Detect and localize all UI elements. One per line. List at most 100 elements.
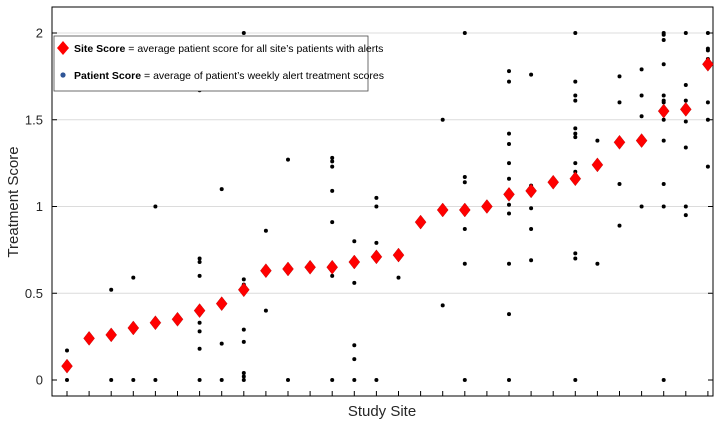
- patient-score-point: [617, 74, 622, 79]
- patient-score-point: [131, 275, 136, 280]
- patient-score-point: [197, 273, 202, 278]
- patient-score-point: [65, 348, 69, 353]
- site-score-point: [702, 56, 714, 72]
- patient-score-point: [529, 72, 534, 77]
- patient-score-point: [529, 227, 534, 232]
- patient-score-point: [396, 275, 401, 280]
- legend-patient-name: Patient Score: [74, 70, 141, 82]
- y-tick-label: 1: [36, 199, 43, 214]
- site-score-point: [61, 358, 73, 374]
- patient-score-point: [573, 31, 578, 35]
- patient-score-point: [661, 181, 666, 186]
- patient-score-point: [352, 343, 357, 348]
- site-score-point: [105, 327, 117, 343]
- patient-score-point: [683, 213, 688, 218]
- patient-score-point: [507, 131, 511, 136]
- patient-score-point: [573, 256, 578, 261]
- patient-score-point: [507, 202, 511, 207]
- site-score-point: [613, 134, 626, 150]
- patient-score-point: [330, 273, 335, 278]
- patient-score-point: [683, 98, 688, 103]
- site-score-point: [481, 199, 493, 214]
- patient-score-point: [131, 378, 136, 382]
- legend-patient-marker: [60, 72, 66, 78]
- patient-score-point: [330, 159, 335, 164]
- patient-score-point: [241, 327, 246, 332]
- patient-score-point: [330, 378, 335, 382]
- patient-score-point: [241, 339, 246, 344]
- site-score-point: [149, 315, 162, 331]
- patient-score-point: [661, 138, 666, 143]
- patient-score-point: [639, 204, 644, 209]
- patient-score-point: [661, 117, 666, 122]
- legend-site-name: Site Score: [74, 43, 126, 55]
- site-score-points: [61, 56, 714, 374]
- patient-score-point: [705, 46, 710, 51]
- patient-score-point: [241, 277, 246, 282]
- x-axis-ticks: [66, 391, 709, 396]
- legend-site-text: Site Score = average patient score for a…: [74, 43, 383, 55]
- patient-score-point: [573, 131, 578, 136]
- y-tick-label: 2: [36, 26, 43, 41]
- patient-score-point: [109, 378, 114, 382]
- y-tick-label: 0: [36, 373, 43, 388]
- patient-score-point: [374, 378, 379, 382]
- site-score-point: [392, 247, 405, 263]
- patient-score-point: [352, 239, 357, 244]
- patient-score-point: [573, 79, 578, 84]
- y-tick-label: 1.5: [25, 112, 43, 127]
- patient-score-point: [507, 176, 511, 181]
- patient-score-point: [241, 31, 246, 35]
- patient-score-point: [197, 329, 202, 334]
- patient-score-point: [241, 374, 246, 379]
- patient-score-point: [374, 204, 379, 209]
- patient-score-point: [197, 256, 202, 261]
- patient-score-point: [65, 378, 69, 382]
- patient-score-point: [683, 204, 688, 209]
- patient-score-point: [507, 312, 511, 317]
- gridlines: [52, 32, 713, 294]
- legend-site-desc: = average patient score for all site’s p…: [125, 43, 383, 55]
- patient-score-point: [241, 371, 246, 376]
- patient-score-point: [639, 114, 644, 119]
- site-score-point: [304, 259, 316, 275]
- site-score-point: [127, 320, 140, 336]
- patient-score-point: [109, 287, 114, 292]
- patient-score-point: [440, 117, 445, 122]
- patient-score-point: [683, 119, 688, 124]
- patient-score-point: [219, 378, 224, 382]
- patient-score-point: [197, 260, 202, 265]
- site-score-point: [370, 249, 383, 265]
- patient-score-point: [197, 378, 202, 382]
- patient-score-point: [595, 138, 600, 143]
- patient-score-point: [705, 100, 710, 105]
- patient-score-point: [153, 204, 158, 209]
- patient-score-point: [241, 378, 246, 382]
- legend-site-marker: [57, 41, 69, 55]
- patient-score-point: [529, 206, 534, 211]
- patient-score-point: [617, 223, 622, 228]
- patient-score-point: [705, 164, 710, 169]
- site-score-point: [348, 254, 361, 270]
- patient-score-point: [462, 378, 467, 382]
- x-axis-label: Study Site: [348, 403, 416, 420]
- legend: Site Score = average patient score for a…: [53, 35, 384, 92]
- patient-score-point: [330, 155, 335, 160]
- site-score-point: [436, 202, 449, 218]
- patient-score-point: [507, 261, 511, 266]
- patient-score-point: [330, 164, 335, 169]
- site-score-point: [547, 174, 559, 190]
- patient-score-point: [529, 258, 534, 263]
- patient-score-point: [573, 378, 578, 382]
- patient-score-point: [374, 195, 379, 200]
- site-score-point: [680, 102, 692, 117]
- patient-score-point: [661, 31, 666, 35]
- patient-score-point: [661, 62, 666, 67]
- patient-score-point: [219, 187, 224, 192]
- patient-score-point: [705, 117, 710, 122]
- patient-score-point: [573, 135, 578, 140]
- site-score-point: [215, 296, 228, 311]
- patient-score-point: [263, 308, 268, 313]
- patient-score-point: [573, 98, 578, 103]
